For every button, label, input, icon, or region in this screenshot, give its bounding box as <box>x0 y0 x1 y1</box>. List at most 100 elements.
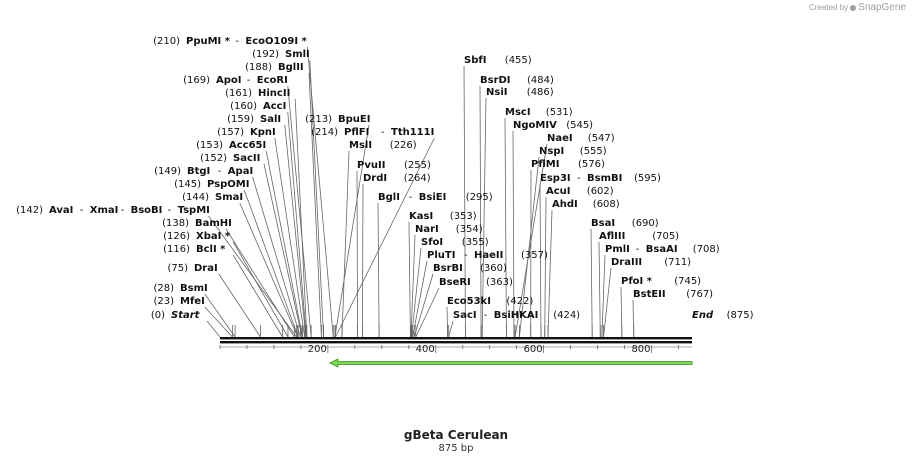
site-label-saci[interactable]: SacI - BsiHKAI (424) <box>453 310 580 321</box>
site-label-drai[interactable]: (75) DraI <box>167 263 217 274</box>
site-label-draiii[interactable]: DraIII (711) <box>611 257 691 268</box>
enzyme-acci[interactable]: AccI <box>263 101 286 112</box>
enzyme-smai[interactable]: SmaI <box>215 192 243 203</box>
enzyme-ahdi[interactable]: AhdI <box>552 199 578 210</box>
site-label-acci[interactable]: (160) AccI <box>230 101 286 112</box>
site-label-bsmi[interactable]: (28) BsmI <box>153 283 207 294</box>
site-label-smli[interactable]: (192) SmlI <box>252 49 310 60</box>
enzyme-nsii[interactable]: NsiI <box>486 87 507 98</box>
feature-arrow[interactable] <box>328 358 693 368</box>
enzyme-pluti[interactable]: PluTI <box>427 250 455 261</box>
enzyme-bsai[interactable]: BsaI <box>591 218 615 229</box>
site-label-acui[interactable]: AcuI (602) <box>546 186 614 197</box>
site-label-bgli[interactable]: BglI - BsiEI (295) <box>378 192 493 203</box>
enzyme-pspomi[interactable]: PspOMI <box>207 179 249 190</box>
enzyme-pvuii[interactable]: PvuII <box>357 160 385 171</box>
site-label-pmli[interactable]: PmlI - BsaAI (708) <box>605 244 720 255</box>
site-label-eco53ki[interactable]: Eco53kI (422) <box>447 296 533 307</box>
site-label-nsii[interactable]: NsiI (486) <box>486 87 554 98</box>
site-label-btgi[interactable]: (149) BtgI - ApaI <box>154 166 253 177</box>
enzyme-xbai[interactable]: XbaI * <box>196 231 231 242</box>
enzyme-ecoo109i[interactable]: EcoO109I * <box>245 36 307 47</box>
enzyme-smli[interactable]: SmlI <box>285 49 310 60</box>
enzyme-drdi[interactable]: DrdI <box>363 173 387 184</box>
enzyme-bgli[interactable]: BglI <box>378 192 400 203</box>
enzyme-sbfi[interactable]: SbfI <box>464 55 486 66</box>
enzyme-bsobi[interactable]: BsoBI <box>131 205 163 216</box>
enzyme-kpni[interactable]: KpnI <box>250 127 276 138</box>
enzyme-bsteii[interactable]: BstEII <box>633 289 666 300</box>
site-label-pvuii[interactable]: PvuII (255) <box>357 160 431 171</box>
site-label-bsrdi[interactable]: BsrDI (484) <box>480 75 554 86</box>
enzyme-bseri[interactable]: BseRI <box>439 277 471 288</box>
enzyme-drai[interactable]: DraI <box>194 263 218 274</box>
enzyme-sfoi[interactable]: SfoI <box>421 237 443 248</box>
site-label-nspi[interactable]: NspI (555) <box>539 146 607 157</box>
site-label-ngomiv[interactable]: NgoMIV (545) <box>513 120 593 131</box>
site-label-bpuei[interactable]: (213) BpuEI <box>305 114 370 125</box>
site-label-bseri[interactable]: BseRI (363) <box>439 277 513 288</box>
enzyme-start[interactable]: Start <box>171 310 201 321</box>
enzyme-haeii[interactable]: HaeII <box>474 250 503 261</box>
enzyme-saci[interactable]: SacI <box>453 310 477 321</box>
site-label-naei[interactable]: NaeI (547) <box>547 133 615 144</box>
enzyme-esp3i[interactable]: Esp3I <box>540 173 571 184</box>
site-label-bamhi[interactable]: (138) BamHI <box>162 218 232 229</box>
site-label-pluti[interactable]: PluTI - HaeII (357) <box>427 250 548 261</box>
enzyme-ngomiv[interactable]: NgoMIV <box>513 120 557 131</box>
site-label-msci[interactable]: MscI (531) <box>505 107 573 118</box>
site-label-sfoi[interactable]: SfoI (355) <box>421 237 489 248</box>
enzyme-bamhi[interactable]: BamHI <box>195 218 232 229</box>
site-label-bglii[interactable]: (188) BglII <box>245 62 304 73</box>
enzyme-draiii[interactable]: DraIII <box>611 257 642 268</box>
enzyme-ecori[interactable]: EcoRI <box>257 75 288 86</box>
enzyme-end[interactable]: End <box>692 310 714 321</box>
enzyme-btgi[interactable]: BtgI <box>187 166 210 177</box>
site-label-acc65i[interactable]: (153) Acc65I <box>196 140 266 151</box>
site-label-drdi[interactable]: DrdI (264) <box>363 173 431 184</box>
enzyme-avai[interactable]: AvaI <box>49 205 73 216</box>
enzyme-bsmbi[interactable]: BsmBI <box>587 173 622 184</box>
enzyme-sacii[interactable]: SacII <box>233 153 260 164</box>
site-label-afliii[interactable]: AflIII (705) <box>599 231 679 242</box>
enzyme-sali[interactable]: SalI <box>260 114 281 125</box>
enzyme-msci[interactable]: MscI <box>505 107 531 118</box>
site-label-hincii[interactable]: (161) HincII <box>225 88 290 99</box>
enzyme-eco53ki[interactable]: Eco53kI <box>447 296 491 307</box>
site-label-avai[interactable]: (142) AvaI - XmaI - BsoBI - TspMI <box>16 205 210 216</box>
enzyme-apoi[interactable]: ApoI <box>216 75 242 86</box>
site-label-esp3i[interactable]: Esp3I - BsmBI (595) <box>540 173 661 184</box>
enzyme-nspi[interactable]: NspI <box>539 146 564 157</box>
site-label-nari[interactable]: NarI (354) <box>415 224 483 235</box>
site-label-ahdi[interactable]: AhdI (608) <box>552 199 620 210</box>
enzyme-tth111i[interactable]: Tth111I <box>391 127 434 138</box>
enzyme-xmai[interactable]: XmaI <box>90 205 119 216</box>
enzyme-msli[interactable]: MslI <box>349 140 372 151</box>
enzyme-tspmi[interactable]: TspMI <box>178 205 210 216</box>
enzyme-bsmi[interactable]: BsmI <box>180 283 208 294</box>
enzyme-bsaai[interactable]: BsaAI <box>646 244 678 255</box>
enzyme-apai[interactable]: ApaI <box>228 166 253 177</box>
enzyme-bpuei[interactable]: BpuEI <box>338 114 370 125</box>
enzyme-pfoi[interactable]: PfoI * <box>621 276 653 287</box>
enzyme-bsrbi[interactable]: BsrBI <box>433 263 463 274</box>
site-label-msli[interactable]: MslI (226) <box>349 140 417 151</box>
enzyme-afliii[interactable]: AflIII <box>599 231 625 242</box>
enzyme-mfei[interactable]: MfeI <box>180 296 205 307</box>
enzyme-kasi[interactable]: KasI <box>409 211 433 222</box>
site-label-mfei[interactable]: (23) MfeI <box>153 296 204 307</box>
enzyme-ppumi[interactable]: PpuMI * <box>186 36 231 47</box>
enzyme-acui[interactable]: AcuI <box>546 186 571 197</box>
site-label-pflfi[interactable]: (214) PflFI - Tth111I <box>311 127 434 138</box>
site-label-kpni[interactable]: (157) KpnI <box>217 127 276 138</box>
site-label-smai[interactable]: (144) SmaI <box>182 192 243 203</box>
enzyme-pmli[interactable]: PmlI <box>605 244 630 255</box>
site-label-pspomi[interactable]: (145) PspOMI <box>174 179 249 190</box>
site-label-sacii[interactable]: (152) SacII <box>200 153 260 164</box>
enzyme-acc65i[interactable]: Acc65I <box>229 140 266 151</box>
enzyme-pflmi[interactable]: PflMI <box>531 159 559 170</box>
site-label-bsteii[interactable]: BstEII (767) <box>633 289 713 300</box>
enzyme-hincii[interactable]: HincII <box>258 88 290 99</box>
site-label-kasi[interactable]: KasI (353) <box>409 211 477 222</box>
site-label-xbai[interactable]: (126) XbaI * <box>163 231 231 242</box>
